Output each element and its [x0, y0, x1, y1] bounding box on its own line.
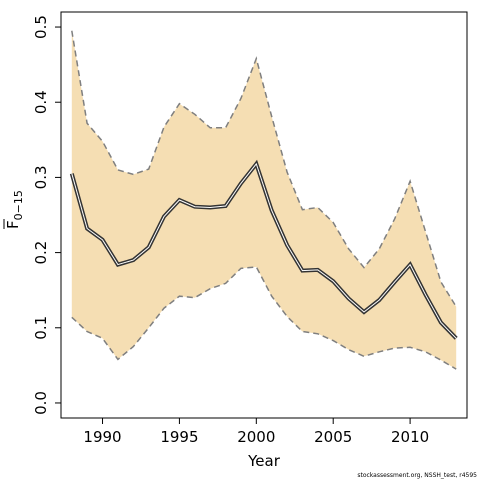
- y-tick-label-0.2: 0.2: [32, 241, 50, 265]
- lower-bound-line: [71, 266, 457, 370]
- x-tick-label-1990: 1990: [83, 428, 121, 446]
- y-tick-label-0.5: 0.5: [32, 15, 50, 39]
- confidence-band: [71, 30, 457, 370]
- plot-area: [69, 30, 458, 370]
- y-axis: 0.0 0.1 0.2 0.3 0.4 0.5: [32, 15, 61, 415]
- x-tick-label-2005: 2005: [314, 428, 352, 446]
- y-tick-label-0.1: 0.1: [32, 316, 50, 340]
- upper-bound-line: [71, 30, 457, 308]
- x-tick-label-2000: 2000: [237, 428, 275, 446]
- svg-text:F0−15: F0−15: [4, 190, 25, 229]
- y-tick-label-0.0: 0.0: [32, 391, 50, 415]
- y-tick-label-0.3: 0.3: [32, 165, 50, 189]
- x-tick-label-2010: 2010: [391, 428, 429, 446]
- y-axis-title: F0−15: [3, 190, 25, 229]
- y-axis-title-subscript: 0−15: [12, 190, 25, 220]
- y-axis-title-main: F: [4, 220, 22, 229]
- y-tick-label-0.4: 0.4: [32, 90, 50, 114]
- x-tick-label-1995: 1995: [160, 428, 198, 446]
- footer-note: stockassessment.org, NSSH_test, r4595: [357, 472, 477, 479]
- estimate-line-inner: [71, 162, 457, 339]
- x-axis-title: Year: [247, 452, 281, 470]
- x-axis: 1990 1995 2000 2005 2010: [83, 418, 429, 446]
- plot-frame: [60, 11, 468, 419]
